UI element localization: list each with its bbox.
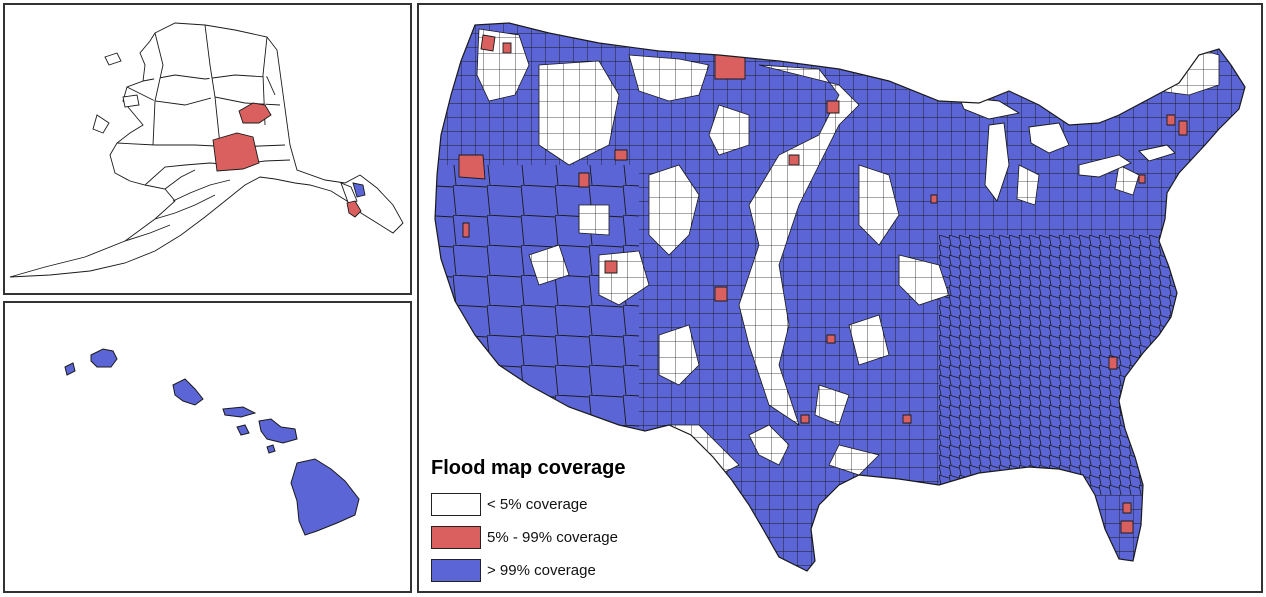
legend-label-full: > 99% coverage [487,562,596,579]
hawaii-inset-map [3,301,412,593]
alaska-outline [9,22,404,278]
legend-swatch-partial [431,526,481,549]
molokai-island [222,406,257,418]
legend-item-full: > 99% coverage [431,554,626,587]
alaska-boroughs [9,22,404,278]
legend-label-partial: 5% - 99% coverage [487,529,618,546]
conus-outline [434,22,1246,572]
kahoolawe-island [266,444,276,454]
legend-item-low: < 5% coverage [431,488,626,521]
legend-item-partial: 5% - 99% coverage [431,521,626,554]
legend-swatch-low [431,493,481,516]
legend-label-low: < 5% coverage [487,496,588,513]
alaska-partial-coverage [212,102,362,218]
lanai-island [236,424,250,436]
maui-island [258,418,298,444]
niihau-island [64,362,76,376]
contiguous-us-map: Flood map coverage < 5% coverage 5% - 99… [417,3,1263,593]
big-island [290,458,360,536]
partial-coverage-counties [458,34,1188,534]
hawaii-map [64,348,360,536]
map-legend: Flood map coverage < 5% coverage 5% - 99… [431,457,626,587]
oahu-island [172,378,204,406]
hawaii-islands [64,348,360,536]
legend-title: Flood map coverage [431,457,626,479]
alaska-inset-map [3,3,412,295]
great-lakes [958,96,1176,202]
kauai-island [90,348,118,368]
alaska-map [9,22,404,278]
alaska-full-coverage [352,182,366,198]
legend-swatch-full [431,559,481,582]
